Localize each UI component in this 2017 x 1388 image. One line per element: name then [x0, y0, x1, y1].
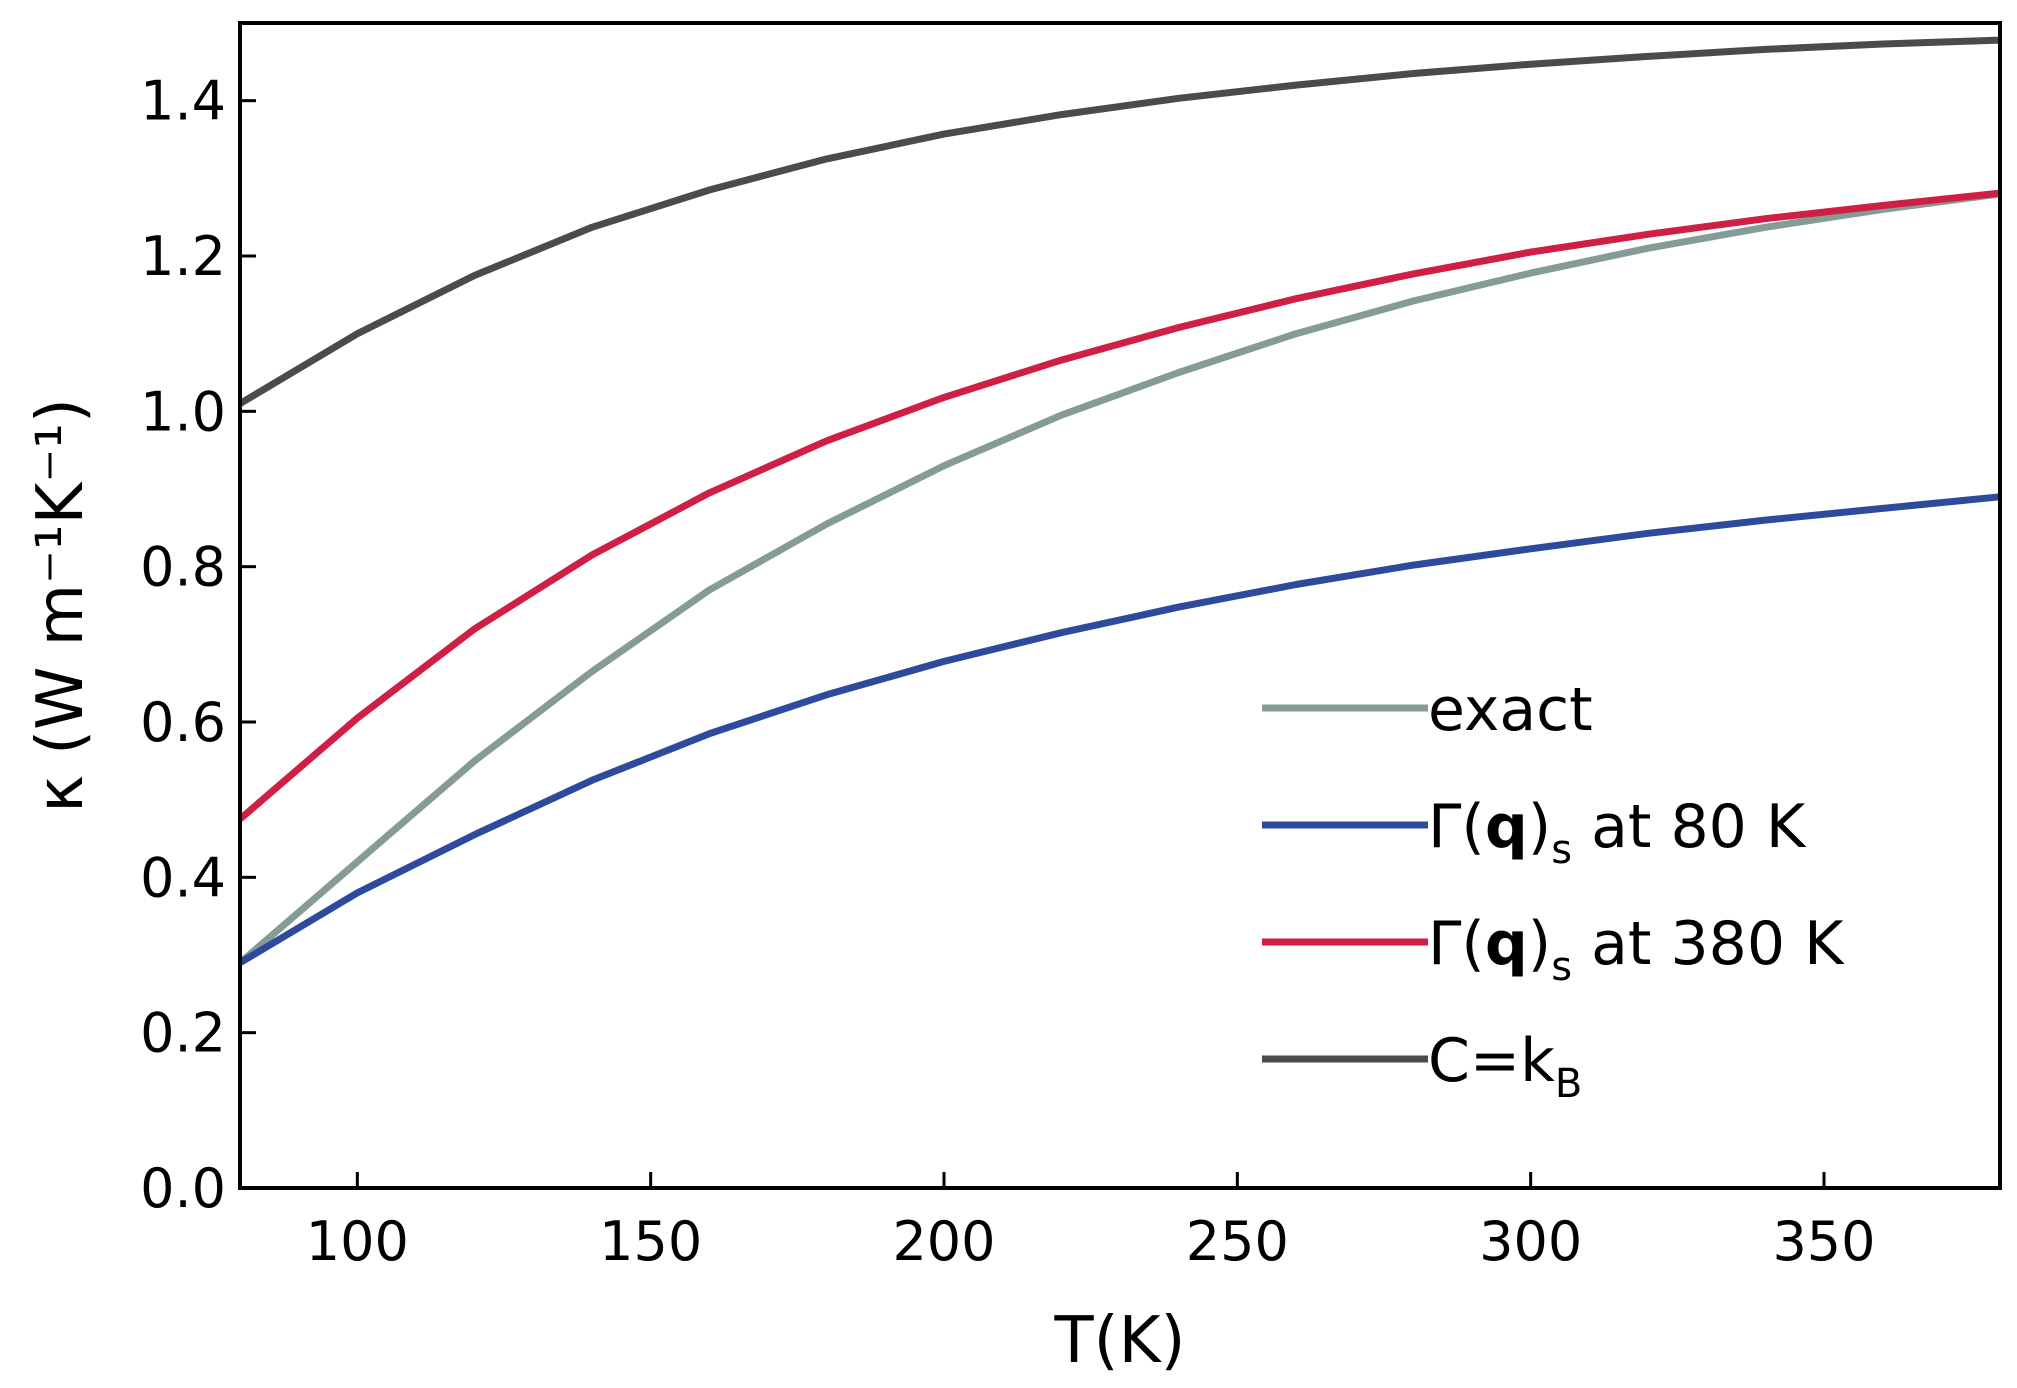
y-tick-label: 0.6 [140, 691, 226, 754]
y-tick-label: 0.0 [140, 1157, 226, 1220]
y-tick-label: 1.4 [140, 70, 226, 133]
legend-label: exact [1428, 675, 1593, 745]
x-tick-label: 200 [892, 1210, 995, 1273]
series-line-0 [237, 190, 2001, 966]
x-tick-label: 100 [306, 1210, 409, 1273]
y-tick-label: 0.2 [140, 1002, 226, 1065]
y-tick-label: 0.4 [140, 846, 226, 909]
ticks-layer: 100 150 200 250 300 350 0.0 0.2 0.4 0.6 0.8 1.0 1.2 1… [140, 70, 1875, 1273]
legend-label: C=kB [1428, 1026, 1582, 1107]
x-tick-label: 350 [1772, 1210, 1875, 1273]
x-tick-label: 150 [599, 1210, 702, 1273]
y-axis-label: κ (W m⁻¹K⁻¹) [24, 398, 98, 813]
legend-label: Γ(q)s at 380 K [1428, 909, 1845, 990]
series-layer [237, 36, 2001, 966]
plot-frame [238, 21, 2002, 1190]
x-axis-label: T(K) [1054, 1304, 1186, 1378]
y-tick-label: 0.8 [140, 536, 226, 599]
y-tick-label: 1.2 [140, 225, 226, 288]
series-line-2 [237, 189, 2001, 822]
series-line-1 [238, 493, 2001, 966]
legend: exact Γ(q)s at 80 K Γ(q)s at 380 K C=kB [1262, 675, 1845, 1107]
legend-label: Γ(q)s at 80 K [1428, 792, 1807, 873]
y-tick-label: 1.0 [140, 380, 226, 443]
x-tick-label: 300 [1479, 1210, 1582, 1273]
x-tick-label: 250 [1186, 1210, 1289, 1273]
series-line-3 [238, 36, 2001, 407]
